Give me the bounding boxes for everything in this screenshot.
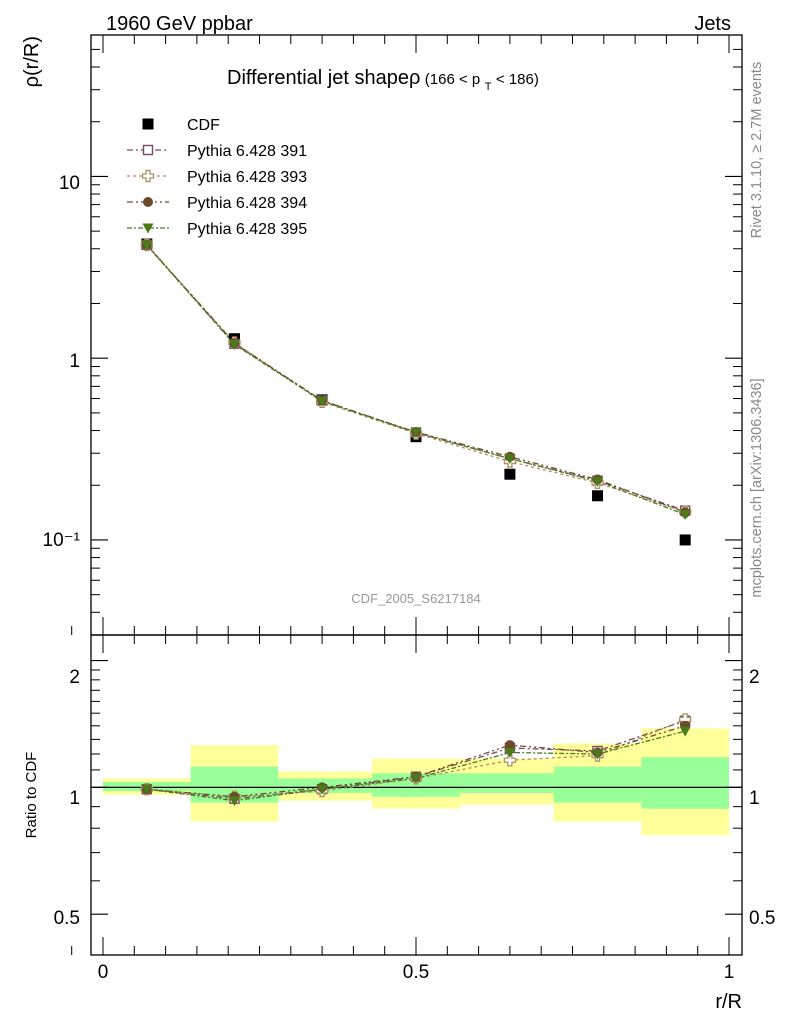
data-point-0-6 (679, 534, 691, 546)
legend-marker-3 (143, 197, 153, 207)
uncertainty-band-inner (641, 757, 729, 809)
header-right: Jets (694, 13, 731, 35)
x-tick-label-1: 1 (724, 962, 735, 983)
data-point-0-5 (592, 490, 604, 502)
ratio-point-3-0 (141, 784, 153, 795)
main-panel: Differential jet shapeρ (166 < p T < 186… (21, 34, 743, 636)
series-line-2 (146, 244, 686, 513)
uncertainty-band-inner (459, 773, 554, 793)
ratio-point-3-5 (592, 749, 604, 760)
side-label-mcplots: mcplots.cern.ch [arXiv:1306.3436] (749, 378, 765, 597)
ratio-y-axis-label: Ratio to CDF (23, 752, 40, 839)
ratio-y-tick-label-1-right: 1 (749, 788, 760, 809)
data-point-4-2 (316, 396, 328, 407)
main-title-range-a: (166 < p (425, 71, 480, 88)
legend-marker-0 (142, 118, 154, 130)
ratio-series-layer (140, 713, 692, 807)
watermark: CDF_2005_S6217184 (351, 591, 480, 606)
ratio-y-tick-label-2: 2 (69, 667, 80, 688)
ratio-y-tick-label-0-5-right: 0.5 (749, 908, 775, 929)
ratio-point-1-4 (503, 754, 517, 767)
main-title-range-c: < 186) (496, 71, 539, 88)
ratio-y-tick-label-2-right: 2 (749, 667, 760, 688)
legend-label-4: Pythia 6.428 395 (187, 221, 307, 238)
ratio-point-3-3 (410, 773, 422, 784)
y-tick-label-1: 1 (69, 351, 80, 372)
ratio-point-3-6 (679, 726, 691, 737)
legend-marker-2 (141, 169, 155, 183)
legend: CDF Pythia 6.428 391 Pythia 6.428 393 Pythi… (127, 117, 307, 238)
ratio-point-3-4 (504, 748, 516, 759)
ratio-bands (103, 728, 729, 836)
data-point-4-5 (592, 476, 604, 487)
main-y-axis-label: ρ(r/R) (21, 36, 43, 87)
y-tick-label-0-1: 10⁻¹ (43, 530, 81, 551)
legend-marker-1 (142, 144, 154, 156)
series-line-4 (146, 244, 686, 516)
data-point-4-0 (141, 240, 153, 251)
data-point-4-4 (504, 454, 516, 465)
series-line-3 (146, 244, 686, 513)
ratio-y-tick-label-1: 1 (69, 788, 80, 809)
header-left: 1960 GeV ppbar (106, 13, 253, 35)
main-series-layer (140, 238, 692, 546)
series-line-1 (146, 244, 686, 512)
ratio-point-2-4 (504, 740, 515, 751)
legend-label-2: Pythia 6.428 393 (187, 169, 307, 186)
ratio-point-3-1 (228, 796, 240, 807)
x-axis-label: r/R (715, 991, 742, 1013)
data-point-4-6 (679, 510, 691, 521)
legend-label-0: CDF (187, 117, 220, 134)
main-title-range-sub: T (485, 81, 492, 93)
data-point-0-4 (504, 468, 516, 480)
x-tick-label-0-5: 0.5 (403, 962, 429, 983)
uncertainty-band-inner (553, 766, 642, 803)
ratio-ticks (71, 635, 742, 956)
side-label-rivet: Rivet 3.1.10, ≥ 2.7M events (749, 62, 765, 238)
y-tick-label-10: 10 (59, 173, 80, 194)
ratio-y-tick-label-0-5: 0.5 (54, 908, 80, 929)
main-ticks (71, 34, 742, 636)
main-title-text: Differential jet shapeρ (227, 67, 420, 89)
ratio-panel: Ratio to CDF 2 1 0.5 2 1 0.5 0 0.5 1 r/R (23, 634, 775, 1013)
x-tick-label-0: 0 (98, 962, 109, 983)
ratio-point-3-2 (316, 784, 328, 795)
data-point-4-3 (410, 428, 422, 439)
main-title: Differential jet shapeρ (166 < p T < 186… (227, 67, 539, 94)
legend-marker-4 (142, 223, 154, 234)
legend-label-3: Pythia 6.428 394 (187, 195, 307, 212)
legend-label-1: Pythia 6.428 391 (187, 143, 307, 160)
data-point-4-1 (228, 339, 240, 350)
